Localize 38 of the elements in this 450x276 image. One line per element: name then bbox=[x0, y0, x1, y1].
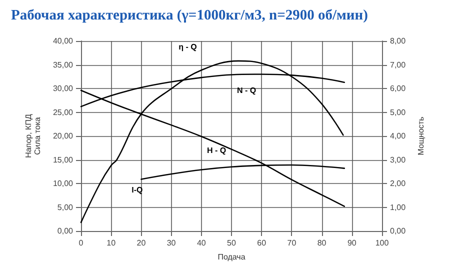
text: η - Q bbox=[178, 42, 197, 52]
series-label: N - Q bbox=[236, 86, 256, 96]
y-tick-label: 5,00 bbox=[57, 202, 74, 212]
x-tick-label: 10 bbox=[106, 238, 116, 248]
y2-axis-title: Мощность bbox=[416, 116, 426, 156]
x-tick-label: 80 bbox=[317, 238, 327, 248]
x-tick-label: 20 bbox=[136, 238, 146, 248]
chart-title: Рабочая характеристика (γ=1000кг/м3, n=2900 об/мин) bbox=[11, 8, 368, 24]
x-tick-label: 70 bbox=[287, 238, 297, 248]
y2-tick-label: 6,00 bbox=[390, 84, 406, 93]
y2-tick-label: 2,00 bbox=[390, 179, 406, 188]
y2-tick-label: 8,00 bbox=[390, 36, 406, 46]
y2-tick-label: 4,00 bbox=[390, 132, 406, 140]
x-tick-label: 0 bbox=[78, 238, 84, 248]
y2-tick-label: 5,00 bbox=[390, 108, 406, 117]
y2-tick-label: 0,00 bbox=[390, 226, 406, 236]
y2-tick-label: 3,00 bbox=[390, 155, 406, 164]
series-label: H - Q bbox=[206, 146, 226, 155]
y-tick-label: 10,00 bbox=[52, 179, 74, 188]
y-tick-label: 35,00 bbox=[52, 60, 74, 70]
x-tick-label: 50 bbox=[227, 238, 236, 248]
y2-tick-label: 1,00 bbox=[390, 202, 406, 212]
x-tick-label: 100 bbox=[375, 238, 390, 248]
y-tick-label: 15,00 bbox=[52, 155, 74, 164]
y-tick-label: 30,00 bbox=[52, 84, 74, 93]
x-tick-label: 90 bbox=[347, 238, 357, 248]
line-series bbox=[80, 60, 344, 224]
x-axis-title: Подача bbox=[218, 252, 246, 262]
x-tick-label: 60 bbox=[257, 238, 267, 248]
y2-tick-label: 7,00 bbox=[390, 60, 406, 70]
x-tick-label: 30 bbox=[166, 238, 176, 248]
y-tick-label: 25,00 bbox=[52, 108, 74, 117]
y-tick-label: 40,00 bbox=[52, 36, 74, 46]
series-label: I-Q bbox=[132, 186, 143, 195]
y-tick-label: 0,00 bbox=[57, 226, 74, 236]
y-tick-label: 20,00 bbox=[52, 132, 74, 140]
y-axis-title: Напор, КПД Сила тока bbox=[24, 114, 42, 158]
x-tick-label: 40 bbox=[196, 238, 206, 248]
